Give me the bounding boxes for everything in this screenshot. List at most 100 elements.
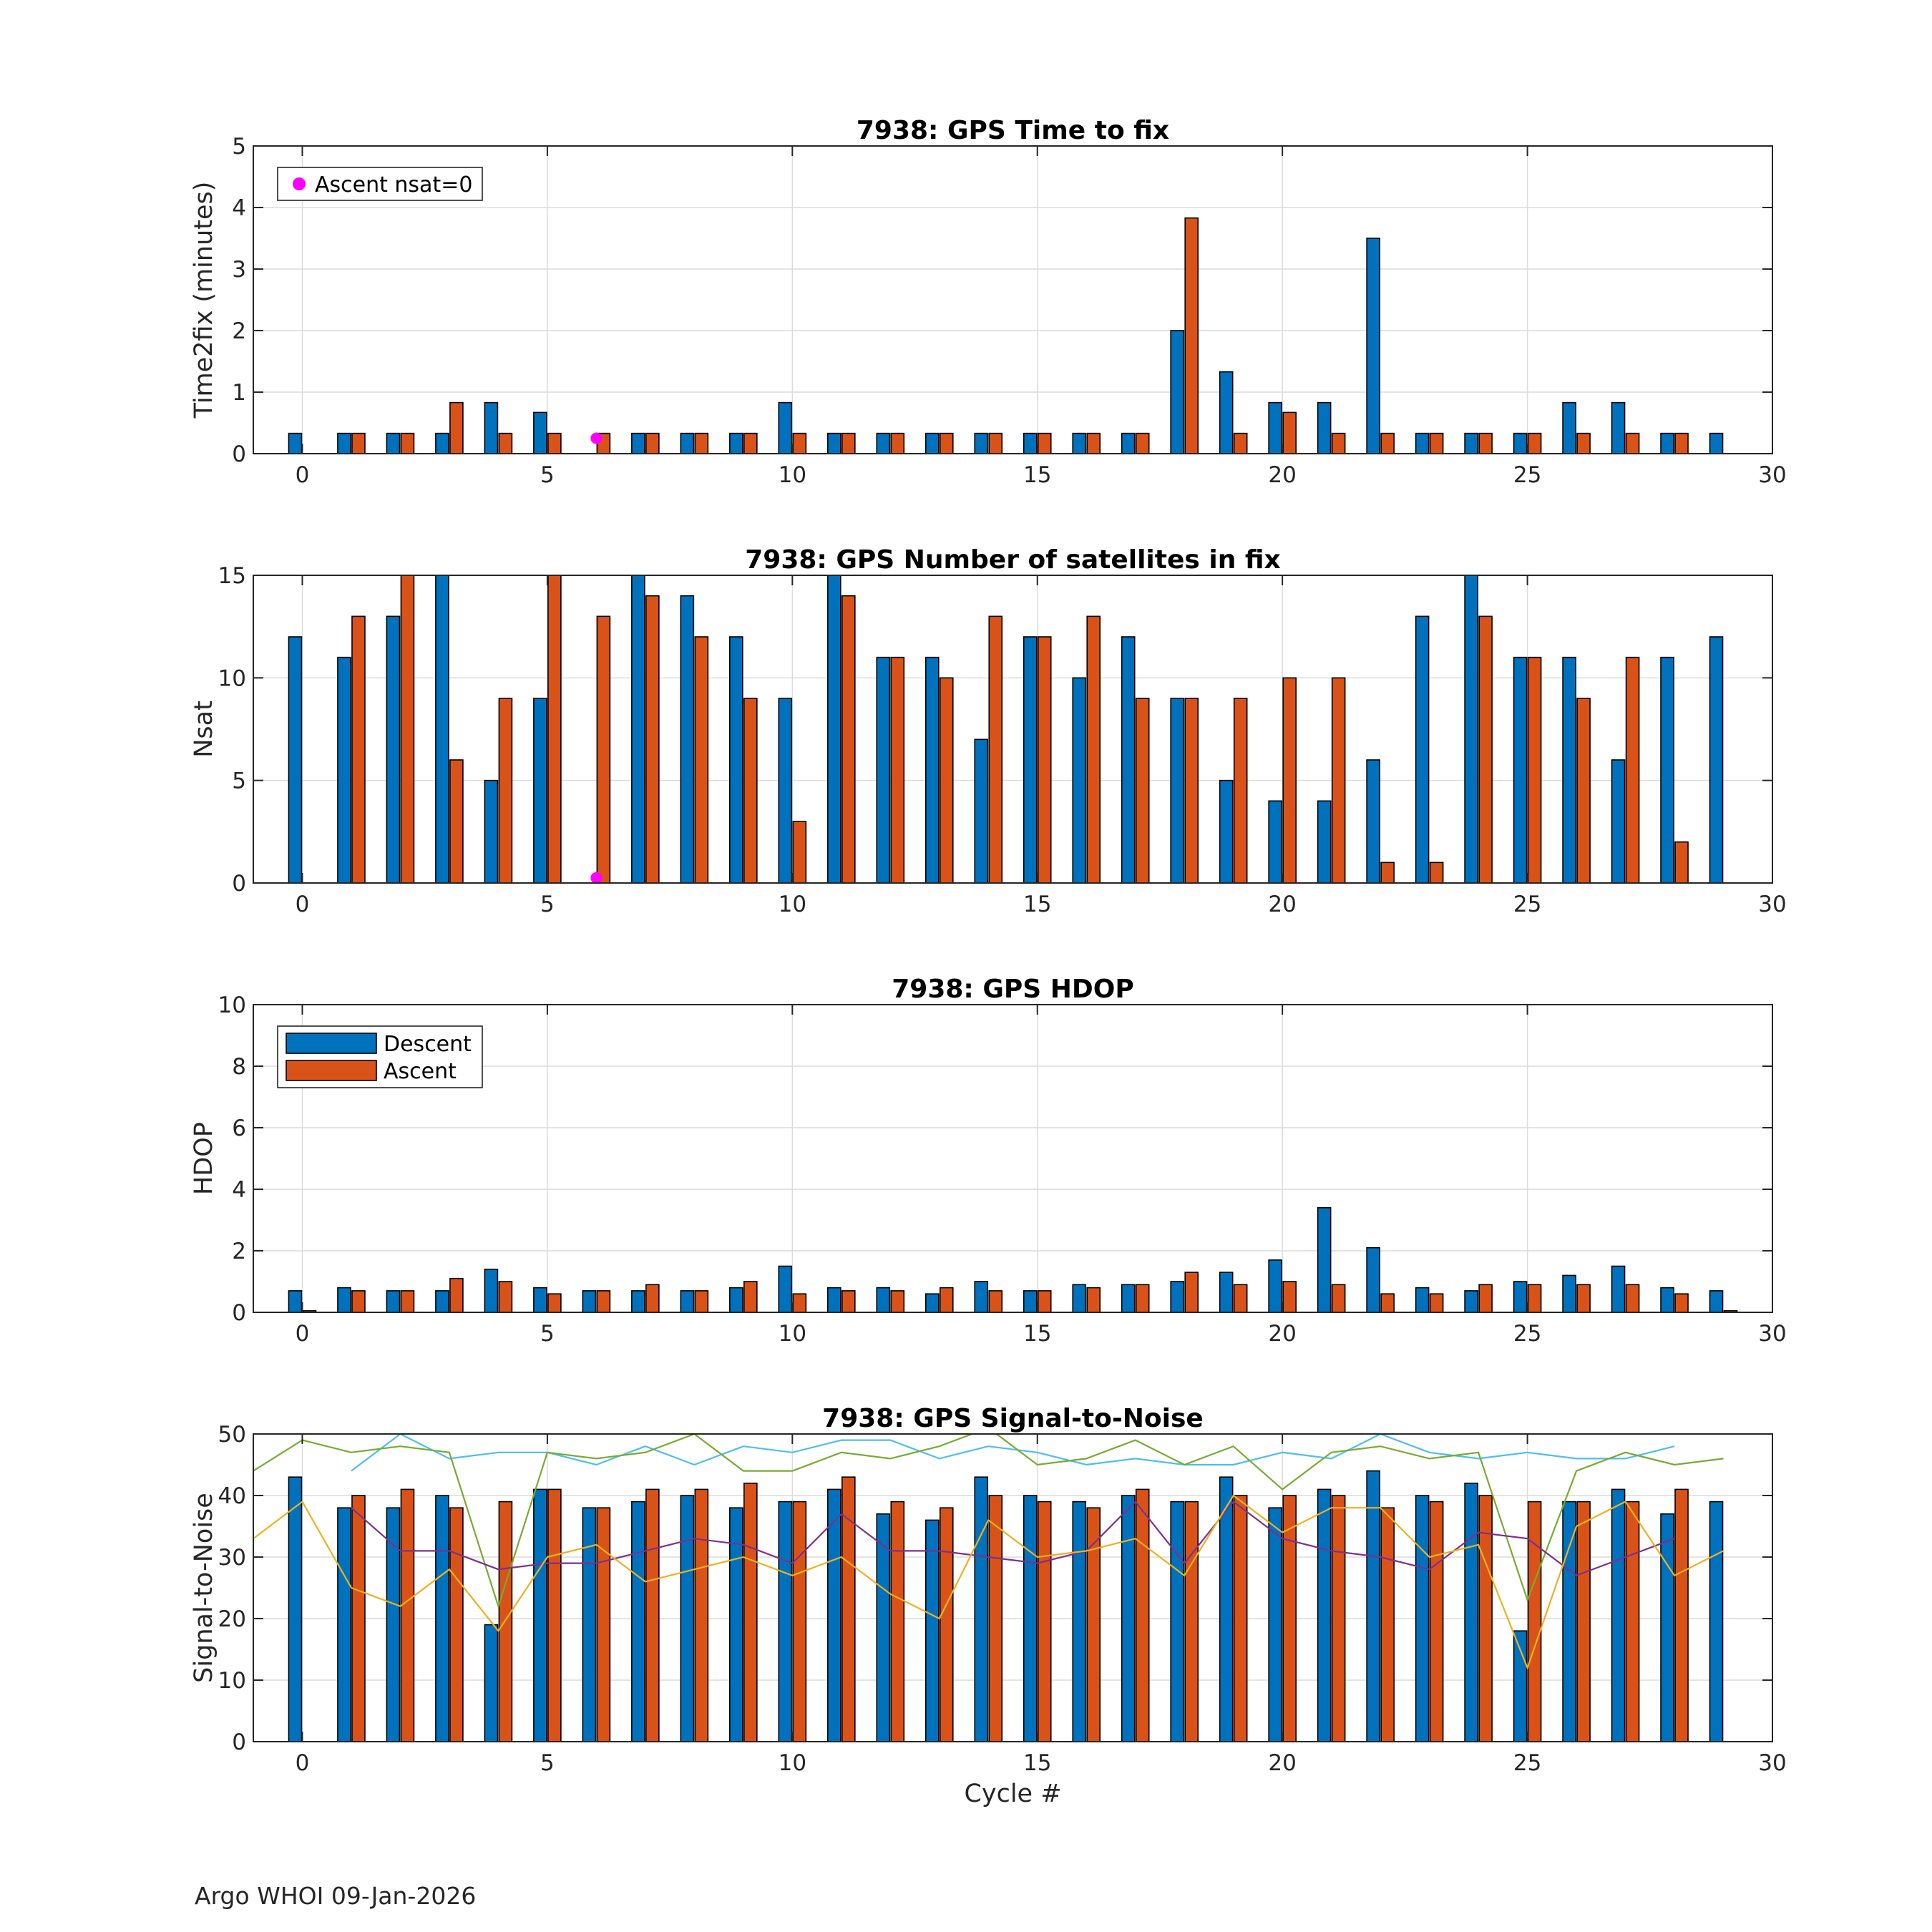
x-tick-label: 30 <box>1758 892 1786 917</box>
descent-bar <box>827 1488 841 1742</box>
descent-bar <box>386 615 401 883</box>
y-tick-label: 5 <box>232 769 246 794</box>
ascent-bar <box>841 432 856 454</box>
ascent-bar <box>939 1507 954 1742</box>
descent-bar <box>1709 1290 1724 1312</box>
ascent-bar <box>743 1483 758 1742</box>
x-tick-label: 0 <box>296 1750 310 1776</box>
descent-bar <box>924 432 940 454</box>
descent-bar <box>1562 401 1576 454</box>
legend-descent-swatch <box>286 1033 377 1054</box>
descent-bar <box>1562 1274 1576 1312</box>
y-tick-label: 0 <box>232 871 246 897</box>
descent-bar <box>1660 432 1674 454</box>
ascent-bar <box>939 677 954 883</box>
ascent-bar <box>1380 862 1395 883</box>
ascent-bar <box>400 575 415 883</box>
descent-bar <box>288 432 303 454</box>
descent-bar <box>1415 1495 1430 1742</box>
ascent-bar <box>1282 677 1297 883</box>
descent-bar <box>631 1501 645 1742</box>
ascent-bar <box>1625 1501 1640 1742</box>
descent-bar <box>1366 759 1380 883</box>
descent-bar <box>1366 1246 1380 1312</box>
x-tick-label: 0 <box>296 892 310 917</box>
descent-bar <box>876 656 891 883</box>
x-tick-label: 30 <box>1758 1750 1786 1776</box>
ascent-bar <box>1086 432 1101 454</box>
ascent-bar <box>1380 1507 1395 1742</box>
descent-bar <box>1317 800 1332 883</box>
descent-bar <box>974 738 989 883</box>
y-tick-label: 1 <box>232 380 246 406</box>
ascent-bar <box>1380 432 1395 454</box>
descent-bar <box>631 575 645 883</box>
ascent-bar <box>596 1290 611 1312</box>
descent-bar <box>729 432 743 454</box>
descent-bar <box>533 1488 547 1742</box>
ascent-bar <box>792 1501 807 1742</box>
x-tick-label: 15 <box>1023 462 1051 488</box>
descent-bar <box>680 432 695 454</box>
ascent-bar <box>1576 698 1591 883</box>
ascent-bar <box>792 1293 807 1312</box>
ascent-bar <box>1233 1284 1248 1312</box>
ascent-bar <box>1576 1501 1591 1742</box>
ascent-bar <box>939 1287 954 1312</box>
ascent-bar <box>1184 217 1199 454</box>
chart-2: 0 5 10 15 20 25 30 0 5 10 15 7938: GPS Number of sa… <box>190 545 1787 917</box>
legend-label: Descent <box>384 1032 472 1057</box>
ascent-bar <box>1625 432 1640 454</box>
ascent-bar <box>1233 1495 1248 1742</box>
x-tick-label: 25 <box>1513 1321 1541 1347</box>
descent-bar <box>1170 1281 1184 1312</box>
descent-bar <box>1611 401 1626 454</box>
descent-bar <box>337 656 351 883</box>
ascent-bar <box>1135 698 1150 883</box>
descent-bar <box>924 1519 940 1742</box>
descent-bar <box>827 432 841 454</box>
y-tick-label: 10 <box>218 992 246 1018</box>
descent-bar <box>435 575 449 883</box>
y-tick-label: 10 <box>218 1668 246 1694</box>
ascent-bar <box>743 698 758 883</box>
descent-bar <box>729 1287 743 1312</box>
ascent-bar <box>596 1507 611 1742</box>
ascent-bar <box>498 432 513 454</box>
plot-area <box>253 1005 1772 1312</box>
ascent-bar <box>1625 656 1640 883</box>
ascent-bar <box>694 432 709 454</box>
ascent-bar <box>449 401 464 454</box>
descent-bar <box>876 1287 891 1312</box>
x-tick-label: 25 <box>1513 892 1541 917</box>
descent-bar <box>1562 1501 1576 1742</box>
descent-bar <box>1219 1272 1234 1312</box>
descent-bar <box>1072 1284 1087 1312</box>
ascent-bar <box>1674 841 1689 883</box>
descent-bar <box>1464 575 1478 883</box>
y-tick-label: 15 <box>218 563 246 589</box>
legend-marker-swatch <box>293 177 306 190</box>
x-tick-label: 20 <box>1268 1750 1296 1776</box>
descent-bar <box>1513 432 1528 454</box>
descent-bar <box>778 401 793 454</box>
y-tick-label: 50 <box>218 1422 246 1448</box>
ascent-bar <box>1527 1284 1542 1312</box>
ascent-bar <box>1625 1284 1640 1312</box>
ascent-bar <box>1233 698 1248 883</box>
descent-bar <box>778 698 793 883</box>
descent-bar <box>582 1507 597 1742</box>
ascent-bar <box>400 1290 415 1312</box>
descent-bar <box>1268 401 1282 454</box>
ascent-bar <box>1037 1501 1052 1742</box>
plot-area <box>253 575 1772 883</box>
ascent-bar <box>988 1290 1003 1312</box>
plot-data <box>253 1434 1738 1742</box>
descent-bar <box>337 1287 351 1312</box>
descent-bar <box>1513 1281 1528 1312</box>
descent-bar <box>1219 779 1234 883</box>
descent-bar <box>1415 432 1430 454</box>
ascent-bar <box>547 1488 562 1742</box>
ascent-bar <box>1135 1284 1150 1312</box>
x-tick-label: 15 <box>1023 892 1051 917</box>
